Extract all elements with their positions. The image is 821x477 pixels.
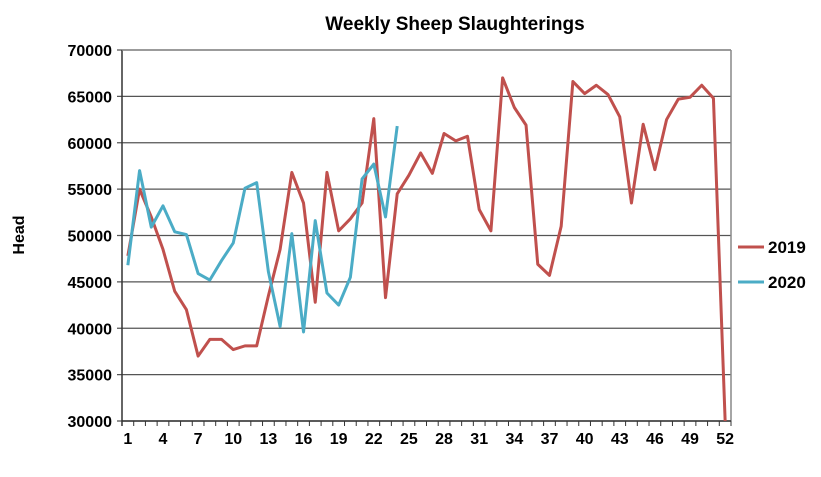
x-ticks: 1 4 7 10 13 16 19 22 25 28 31 34 37 40 43 46 49 52 bbox=[122, 421, 734, 448]
x-tick-label: 7 bbox=[194, 431, 203, 448]
y-ticks: 30000 35000 40000 45000 50000 55000 60000 65000… bbox=[68, 43, 113, 431]
series-line-2020 bbox=[128, 126, 397, 332]
y-tick-label: 30000 bbox=[68, 414, 113, 431]
y-tick-label: 35000 bbox=[68, 368, 113, 385]
legend-label-2019: 2019 bbox=[768, 238, 806, 257]
x-tick-label: 43 bbox=[611, 431, 629, 448]
legend-label-2020: 2020 bbox=[768, 273, 806, 292]
x-tick-label: 37 bbox=[541, 431, 559, 448]
y-tick-label: 55000 bbox=[68, 182, 113, 199]
y-tick-label: 45000 bbox=[68, 275, 113, 292]
y-tick-label: 40000 bbox=[68, 321, 113, 338]
x-tick-label: 16 bbox=[295, 431, 313, 448]
x-tick-label: 31 bbox=[470, 431, 488, 448]
x-tick-label: 19 bbox=[330, 431, 348, 448]
x-tick-label: 46 bbox=[646, 431, 664, 448]
series-lines bbox=[128, 78, 725, 421]
x-tick-label: 13 bbox=[259, 431, 277, 448]
series-line-2019 bbox=[128, 78, 725, 421]
y-axis-label: Head bbox=[11, 215, 28, 254]
x-tick-label: 28 bbox=[435, 431, 453, 448]
y-tick-label: 60000 bbox=[68, 136, 113, 153]
x-tick-label: 40 bbox=[576, 431, 594, 448]
x-tick-label: 1 bbox=[123, 431, 132, 448]
x-tick-label: 25 bbox=[400, 431, 418, 448]
chart-title: Weekly Sheep Slaughterings bbox=[325, 14, 584, 35]
legend: 2019 2020 bbox=[738, 238, 806, 292]
grid bbox=[117, 50, 731, 426]
y-tick-label: 70000 bbox=[68, 43, 113, 60]
x-tick-label: 34 bbox=[505, 431, 523, 448]
x-tick-label: 10 bbox=[224, 431, 242, 448]
y-tick-label: 50000 bbox=[68, 229, 113, 246]
x-tick-label: 4 bbox=[159, 431, 168, 448]
y-tick-label: 65000 bbox=[68, 89, 113, 106]
x-tick-label: 49 bbox=[681, 431, 699, 448]
x-tick-label: 52 bbox=[716, 431, 734, 448]
x-tick-label: 22 bbox=[365, 431, 383, 448]
